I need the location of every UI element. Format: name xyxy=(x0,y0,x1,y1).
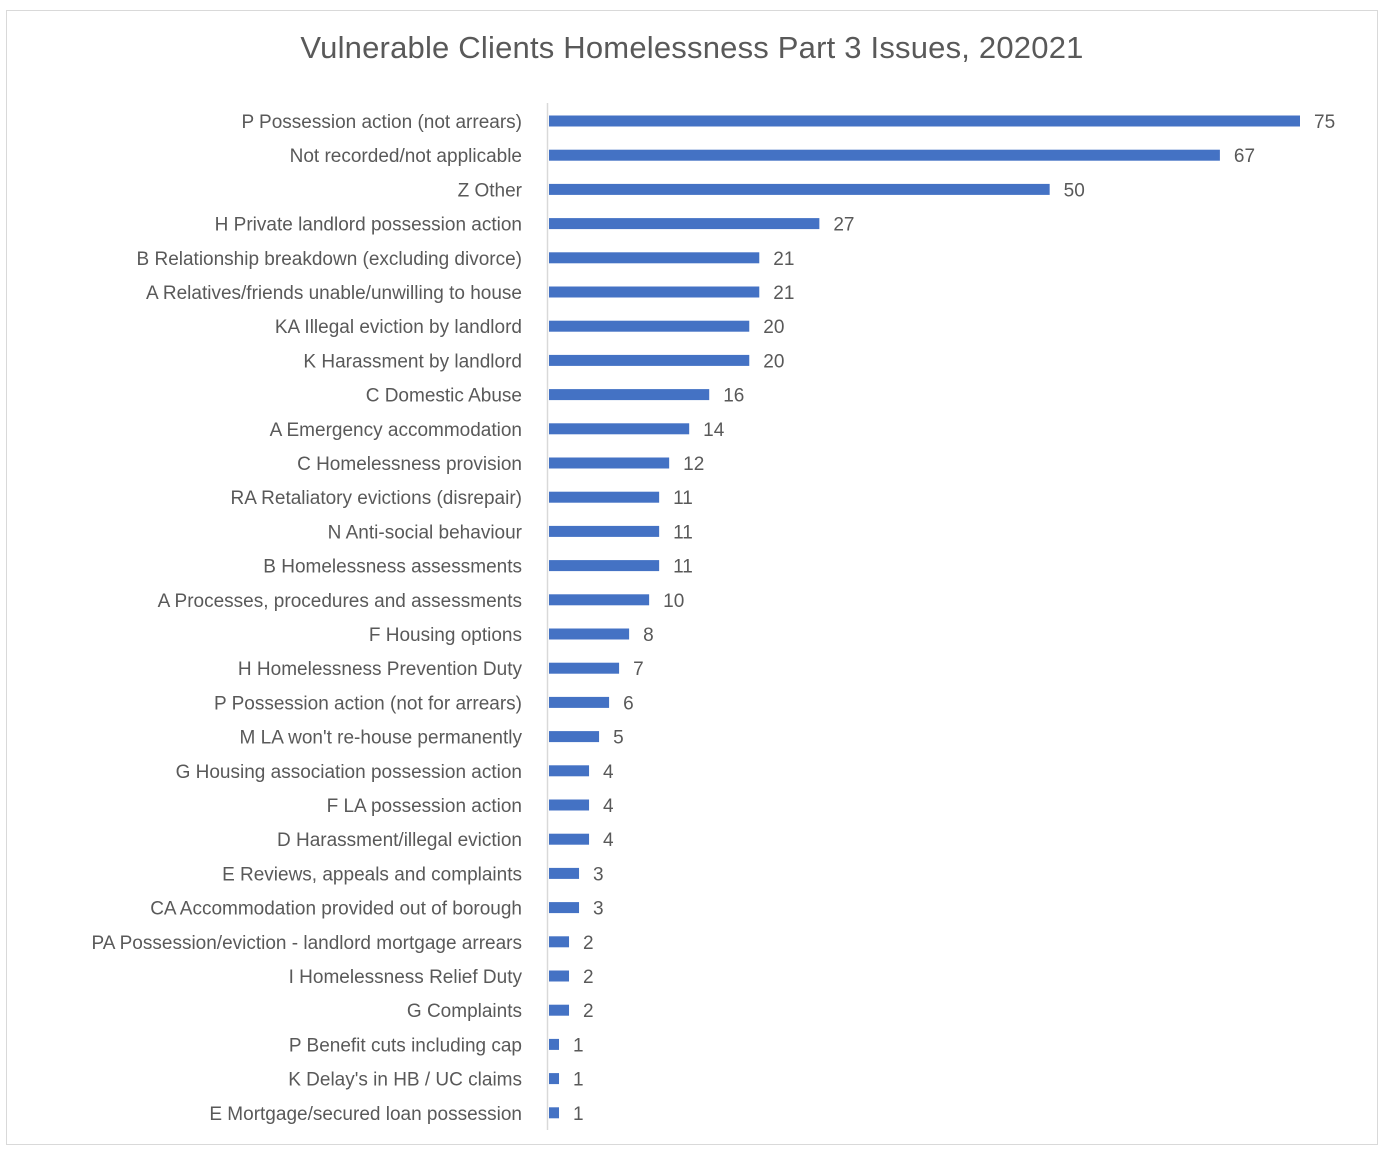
data-label: 50 xyxy=(1064,180,1085,201)
bar xyxy=(549,731,600,743)
data-label: 6 xyxy=(623,693,634,714)
category-label: D Harassment/illegal eviction xyxy=(277,830,522,851)
category-label: A Emergency accommodation xyxy=(270,420,522,441)
bar xyxy=(549,1107,560,1119)
bar xyxy=(549,799,590,811)
data-label: 11 xyxy=(673,488,693,509)
category-label: P Possession action (not arrears) xyxy=(241,112,522,133)
data-label: 21 xyxy=(773,249,794,270)
bar xyxy=(549,252,760,264)
category-label: PA Possession/eviction - landlord mortga… xyxy=(91,933,522,954)
category-label: RA Retaliatory evictions (disrepair) xyxy=(231,488,522,509)
data-label: 11 xyxy=(673,522,693,543)
category-label: B Relationship breakdown (excluding divo… xyxy=(137,249,522,270)
bar xyxy=(549,457,670,469)
bar xyxy=(549,765,590,777)
bar xyxy=(549,662,620,674)
bar xyxy=(549,286,760,298)
bar xyxy=(549,218,820,230)
bar xyxy=(549,183,1050,195)
data-label: 67 xyxy=(1234,146,1255,167)
data-label: 1 xyxy=(573,1070,584,1091)
category-label: CA Accommodation provided out of borough xyxy=(150,899,522,920)
category-label: K Delay's in HB / UC claims xyxy=(288,1070,522,1091)
data-label: 75 xyxy=(1314,112,1335,133)
data-label: 14 xyxy=(703,420,725,441)
category-label: C Domestic Abuse xyxy=(366,386,522,407)
category-label: F LA possession action xyxy=(327,796,522,817)
data-label: 11 xyxy=(673,557,693,578)
bar xyxy=(549,389,710,401)
data-label: 2 xyxy=(583,933,594,954)
chart-frame xyxy=(6,10,1378,1145)
data-label: 2 xyxy=(583,1001,594,1022)
bar xyxy=(549,628,630,640)
chart-title: Vulnerable Clients Homelessness Part 3 I… xyxy=(300,30,1084,65)
category-label: KA Illegal eviction by landlord xyxy=(275,317,522,338)
bar xyxy=(549,833,590,845)
data-label: 20 xyxy=(763,351,784,372)
category-label: P Benefit cuts including cap xyxy=(289,1035,522,1056)
category-label: I Homelessness Relief Duty xyxy=(289,967,523,988)
bar xyxy=(549,560,660,572)
data-label: 16 xyxy=(723,386,744,407)
category-label: P Possession action (not for arrears) xyxy=(214,693,522,714)
data-label: 4 xyxy=(603,796,614,817)
category-label: B Homelessness assessments xyxy=(263,557,522,578)
data-label: 2 xyxy=(583,967,594,988)
data-label: 3 xyxy=(593,899,604,920)
bar xyxy=(549,491,660,503)
bar xyxy=(549,1038,560,1050)
bar xyxy=(549,149,1220,161)
data-label: 1 xyxy=(573,1035,584,1056)
data-label: 10 xyxy=(663,591,684,612)
category-label: G Complaints xyxy=(407,1001,522,1022)
bar xyxy=(549,354,750,366)
data-label: 3 xyxy=(593,864,604,885)
bar xyxy=(549,902,580,914)
data-label: 12 xyxy=(683,454,704,475)
category-label: K Harassment by landlord xyxy=(303,351,522,372)
data-label: 1 xyxy=(573,1104,584,1125)
category-label: A Relatives/friends unable/unwilling to … xyxy=(146,283,522,304)
bar xyxy=(549,1073,560,1085)
data-label: 5 xyxy=(613,728,624,749)
bar xyxy=(549,115,1300,127)
category-label: A Processes, procedures and assessments xyxy=(158,591,522,612)
category-label: E Reviews, appeals and complaints xyxy=(222,864,522,885)
bar xyxy=(549,1004,570,1016)
data-label: 8 xyxy=(643,625,654,646)
category-label: H Private landlord possession action xyxy=(215,215,522,236)
data-label: 4 xyxy=(603,830,614,851)
category-label: C Homelessness provision xyxy=(297,454,522,475)
bar xyxy=(549,696,610,708)
data-label: 7 xyxy=(633,659,644,680)
bar xyxy=(549,594,650,606)
bar xyxy=(549,423,690,435)
data-label: 27 xyxy=(833,215,854,236)
category-label: N Anti-social behaviour xyxy=(328,522,523,543)
category-label: G Housing association possession action xyxy=(176,762,522,783)
category-label: H Homelessness Prevention Duty xyxy=(238,659,523,680)
category-label: Not recorded/not applicable xyxy=(290,146,522,167)
bar xyxy=(549,867,580,879)
category-label: Z Other xyxy=(458,180,523,201)
bar xyxy=(549,320,750,332)
category-label: M LA won't re-house permanently xyxy=(240,728,523,749)
bar xyxy=(549,970,570,982)
data-label: 21 xyxy=(773,283,794,304)
bar xyxy=(549,525,660,537)
data-label: 20 xyxy=(763,317,784,338)
category-label: E Mortgage/secured loan possession xyxy=(209,1104,522,1125)
bar xyxy=(549,936,570,948)
data-label: 4 xyxy=(603,762,614,783)
category-label: F Housing options xyxy=(369,625,522,646)
